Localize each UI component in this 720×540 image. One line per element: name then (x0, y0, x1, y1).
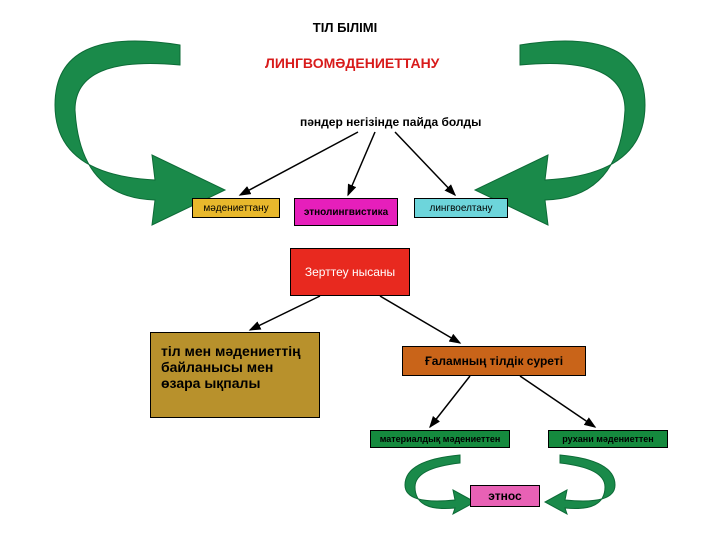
relation-label: тіл мен мәдениеттің байланысы мен өзара … (161, 343, 309, 391)
material-box: материалдық мәдениеттен (370, 430, 510, 448)
culture-label: мәдениеттану (203, 203, 268, 214)
ethnos-box: этнос (470, 485, 540, 507)
ethno-label: этнолингвистика (304, 207, 388, 218)
arrow-to-material (430, 376, 470, 427)
worldview-box: Ғаламның тілдік суреті (402, 346, 586, 376)
worldview-label: Ғаламның тілдік суреті (425, 354, 563, 368)
spiritual-label: рухани мәдениеттен (562, 434, 653, 444)
arrow-to-worldview (380, 296, 460, 343)
lingvo-label: лингвоелтану (430, 203, 493, 214)
ethno-box: этнолингвистика (294, 198, 398, 226)
arrow-to-relation (250, 296, 320, 330)
research-box: Зерттеу нысаны (290, 248, 410, 296)
research-label: Зерттеу нысаны (305, 265, 395, 279)
arrow-to-spiritual (520, 376, 595, 427)
title-top: ТІЛ БІЛІМІ (310, 20, 380, 35)
ethnos-label: этнос (488, 489, 521, 503)
material-label: материалдық мәдениеттен (380, 434, 501, 444)
bottom-left-curve (405, 455, 475, 514)
title-main: ЛИНГВОМӘДЕНИЕТТАНУ (265, 55, 439, 71)
culture-box: мәдениеттану (192, 198, 280, 218)
lingvo-box: лингвоелтану (414, 198, 508, 218)
arrow-to-lingvo (395, 132, 455, 195)
spiritual-box: рухани мәдениеттен (548, 430, 668, 448)
arrow-to-ethno (348, 132, 375, 195)
relation-box: тіл мен мәдениеттің байланысы мен өзара … (150, 332, 320, 418)
subtitle-basis: пәндер негізінде пайда болды (300, 115, 481, 129)
arrow-to-culture (240, 132, 358, 195)
bottom-right-curve (545, 455, 615, 514)
